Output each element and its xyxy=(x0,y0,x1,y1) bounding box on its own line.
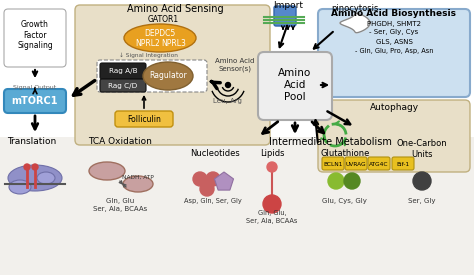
Circle shape xyxy=(226,82,230,87)
Ellipse shape xyxy=(123,176,153,192)
Text: PHGDH, SHMT2: PHGDH, SHMT2 xyxy=(367,21,421,27)
Text: Gln, Glu
Ser, Ala, BCAAs: Gln, Glu Ser, Ala, BCAAs xyxy=(93,199,147,211)
Text: Nucleotides: Nucleotides xyxy=(190,148,240,158)
Text: Glutathione: Glutathione xyxy=(320,148,370,158)
Text: mTORC1: mTORC1 xyxy=(12,96,58,106)
Text: Rag C/D: Rag C/D xyxy=(109,83,137,89)
Text: NADH, ATP: NADH, ATP xyxy=(122,175,154,180)
FancyBboxPatch shape xyxy=(0,137,474,275)
FancyBboxPatch shape xyxy=(100,79,146,92)
FancyBboxPatch shape xyxy=(318,100,470,172)
Circle shape xyxy=(24,164,30,170)
FancyBboxPatch shape xyxy=(4,89,66,113)
Polygon shape xyxy=(340,13,370,33)
FancyBboxPatch shape xyxy=(4,9,66,67)
Circle shape xyxy=(328,173,344,189)
Text: DEPDC5: DEPDC5 xyxy=(145,29,176,37)
FancyBboxPatch shape xyxy=(345,157,367,170)
Text: - Gln, Glu, Pro, Asp, Asn: - Gln, Glu, Pro, Asp, Asn xyxy=(355,48,433,54)
Text: Import: Import xyxy=(273,1,303,10)
Circle shape xyxy=(263,195,281,213)
Text: Asp, Gln, Ser, Gly: Asp, Gln, Ser, Gly xyxy=(184,198,242,204)
Circle shape xyxy=(267,162,277,172)
Text: BCLN1: BCLN1 xyxy=(323,161,343,166)
Text: GLS, ASNS: GLS, ASNS xyxy=(375,39,412,45)
Circle shape xyxy=(206,172,220,186)
FancyBboxPatch shape xyxy=(115,111,173,127)
Text: Amino
Acid
Pool: Amino Acid Pool xyxy=(278,68,311,101)
FancyBboxPatch shape xyxy=(392,157,414,170)
Text: TCA Oxidation: TCA Oxidation xyxy=(88,138,152,147)
Text: Translation: Translation xyxy=(8,138,56,147)
Text: Amino Acid Biosynthesis: Amino Acid Biosynthesis xyxy=(331,10,456,18)
Text: Intermediate Metabolism: Intermediate Metabolism xyxy=(269,137,392,147)
Text: NPRL3: NPRL3 xyxy=(162,39,186,48)
Ellipse shape xyxy=(89,162,125,180)
Ellipse shape xyxy=(37,172,55,184)
Text: Amino Acid
Sensor(s): Amino Acid Sensor(s) xyxy=(215,58,255,72)
Text: Lipids: Lipids xyxy=(260,148,284,158)
Text: Signal Output: Signal Output xyxy=(13,84,56,89)
Text: Bif-1: Bif-1 xyxy=(396,161,410,166)
Text: Growth
Factor
Signaling: Growth Factor Signaling xyxy=(17,20,53,50)
Ellipse shape xyxy=(8,165,62,191)
Text: ↓ Signal Integration: ↓ Signal Integration xyxy=(118,52,177,58)
Text: Glu, Cys, Gly: Glu, Cys, Gly xyxy=(321,198,366,204)
FancyBboxPatch shape xyxy=(97,60,207,92)
Circle shape xyxy=(32,164,38,170)
Text: GATOR1: GATOR1 xyxy=(147,15,179,23)
Ellipse shape xyxy=(143,62,193,90)
Text: - Ser, Gly, Cys: - Ser, Gly, Cys xyxy=(369,29,419,35)
Circle shape xyxy=(344,173,360,189)
Text: Gln, Glu,
Ser, Ala, BCAAs: Gln, Glu, Ser, Ala, BCAAs xyxy=(246,210,298,224)
Text: Ragulator: Ragulator xyxy=(149,72,187,81)
Circle shape xyxy=(413,172,431,190)
Text: Leu, Arg: Leu, Arg xyxy=(212,98,241,104)
FancyBboxPatch shape xyxy=(75,5,270,145)
FancyBboxPatch shape xyxy=(318,9,470,97)
Ellipse shape xyxy=(124,24,196,52)
Circle shape xyxy=(200,182,214,196)
Ellipse shape xyxy=(9,180,31,194)
Circle shape xyxy=(193,172,207,186)
Text: Autophagy: Autophagy xyxy=(369,103,419,111)
Text: Folliculin: Folliculin xyxy=(127,114,161,123)
FancyBboxPatch shape xyxy=(322,157,344,170)
Text: UVRAG: UVRAG xyxy=(346,161,366,166)
FancyBboxPatch shape xyxy=(258,52,332,120)
Text: Rag A/B: Rag A/B xyxy=(109,68,137,74)
FancyBboxPatch shape xyxy=(368,157,390,170)
Text: NPRL2: NPRL2 xyxy=(136,39,160,48)
FancyBboxPatch shape xyxy=(100,63,146,79)
Text: Amino Acid Sensing: Amino Acid Sensing xyxy=(127,4,223,14)
FancyBboxPatch shape xyxy=(274,6,296,26)
Text: One-Carbon
Units: One-Carbon Units xyxy=(397,139,447,159)
Text: ATG4C: ATG4C xyxy=(369,161,389,166)
Text: Macro-
pinocytosis: Macro- pinocytosis xyxy=(331,0,379,13)
Text: Ser, Gly: Ser, Gly xyxy=(408,198,436,204)
